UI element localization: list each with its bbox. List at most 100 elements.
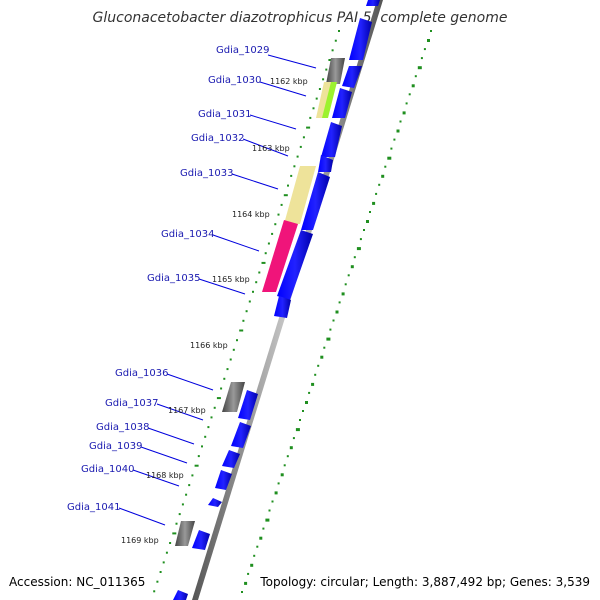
genome-title: Gluconacetobacter diazotrophicus PAI 5, … (92, 10, 508, 26)
gene-arrow[interactable] (238, 390, 258, 420)
track-tick (156, 580, 159, 583)
gene-arrow[interactable] (318, 155, 333, 172)
gene-label[interactable]: Gdia_1039 (89, 441, 142, 452)
khaki-feature[interactable] (284, 166, 316, 224)
gene-arrow[interactable] (366, 0, 380, 6)
gene-label[interactable]: Gdia_1035 (147, 273, 200, 284)
track-tick (159, 571, 162, 573)
kbp-label: 1168 kbp (146, 471, 184, 480)
gene-arrow[interactable] (208, 498, 222, 507)
gc-tick (341, 292, 345, 296)
track-tick (229, 358, 232, 361)
gc-tick (241, 591, 243, 593)
gene-label[interactable]: Gdia_1033 (180, 168, 233, 179)
gene-arrow[interactable] (274, 296, 291, 318)
track-tick (181, 503, 184, 506)
track-tick (312, 107, 315, 110)
gc-tick (378, 183, 381, 186)
gc-tick (314, 373, 317, 376)
gene-label[interactable]: Gdia_1030 (208, 75, 261, 86)
rna-feature[interactable] (326, 58, 345, 84)
genome-stats-label: Topology: circular; Length: 3,887,492 bp… (260, 575, 590, 589)
gc-tick (320, 355, 324, 359)
gc-tick (244, 581, 248, 585)
gene-label[interactable]: Gdia_1034 (161, 229, 214, 240)
track-tick (255, 281, 258, 284)
track-tick (283, 194, 288, 197)
track-tick (245, 310, 248, 313)
track-tick (232, 348, 235, 351)
gc-tick (420, 57, 423, 60)
track-tick (220, 387, 223, 390)
track-tick (201, 445, 203, 448)
track-tick (248, 300, 251, 303)
track-tick (162, 561, 165, 564)
gc-tick (347, 274, 350, 277)
gene-label[interactable]: Gdia_1029 (216, 45, 269, 56)
track-tick (236, 339, 238, 342)
gene-arrow[interactable] (173, 590, 188, 600)
gene-arrow[interactable] (342, 66, 362, 88)
gc-tick (381, 174, 385, 178)
rna-feature[interactable] (222, 382, 245, 412)
gene-arrow[interactable] (192, 530, 210, 550)
gene-arrow[interactable] (277, 230, 313, 300)
track-tick (169, 542, 172, 544)
green-feature[interactable] (322, 82, 337, 118)
gene-label[interactable]: Gdia_1038 (96, 422, 149, 433)
track-tick (328, 59, 333, 61)
gene-label[interactable]: Gdia_1040 (81, 464, 134, 475)
gc-tick (305, 401, 308, 404)
track-tick (178, 513, 181, 516)
track-tick (293, 165, 296, 168)
rna-feature[interactable] (175, 521, 195, 546)
gene-arrow[interactable] (231, 422, 251, 448)
gc-tick (338, 301, 341, 304)
gc-tick (299, 419, 301, 421)
gc-tick (408, 93, 411, 96)
gc-tick (271, 500, 274, 503)
kbp-label: 1163 kbp (252, 144, 290, 153)
gc-tick (308, 391, 311, 394)
gene-label[interactable]: Gdia_1032 (191, 133, 244, 144)
track-tick (197, 455, 200, 458)
gc-tick (302, 410, 304, 412)
gc-tick (262, 527, 265, 530)
gc-tick (250, 563, 254, 567)
gc-tick (265, 518, 270, 522)
gene-arrow[interactable] (301, 172, 330, 230)
gene-arrow[interactable] (215, 470, 232, 490)
gc-tick (384, 165, 387, 168)
track-tick (299, 145, 302, 148)
gene-label[interactable]: Gdia_1041 (67, 502, 120, 513)
track-tick (290, 174, 293, 177)
track-tick (258, 271, 261, 274)
magenta-feature[interactable] (262, 220, 298, 292)
gene-arrow[interactable] (321, 122, 342, 157)
gc-tick (427, 39, 430, 42)
gc-tick (253, 554, 256, 557)
gc-tick (317, 364, 320, 367)
track-tick (296, 155, 299, 158)
gene-label[interactable]: Gdia_1037 (105, 398, 158, 409)
gene-label[interactable]: Gdia_1036 (115, 368, 168, 379)
gc-tick (356, 247, 361, 251)
gc-tick (335, 310, 339, 314)
gc-tick (359, 238, 362, 241)
kbp-label: 1165 kbp (212, 275, 250, 284)
gc-tick (268, 509, 271, 512)
track-tick (331, 49, 334, 52)
gc-tick (350, 265, 354, 269)
gene-arrow[interactable] (222, 450, 240, 468)
gc-tick (274, 491, 278, 495)
gc-tick (247, 572, 250, 575)
track-tick (338, 30, 340, 32)
gc-tick (295, 428, 300, 432)
gene-label[interactable]: Gdia_1031 (198, 109, 251, 120)
gene-arrow[interactable] (349, 18, 372, 60)
track-tick (261, 261, 266, 264)
gene-arrow[interactable] (332, 88, 352, 118)
track-tick (315, 97, 318, 100)
track-tick (239, 329, 244, 332)
